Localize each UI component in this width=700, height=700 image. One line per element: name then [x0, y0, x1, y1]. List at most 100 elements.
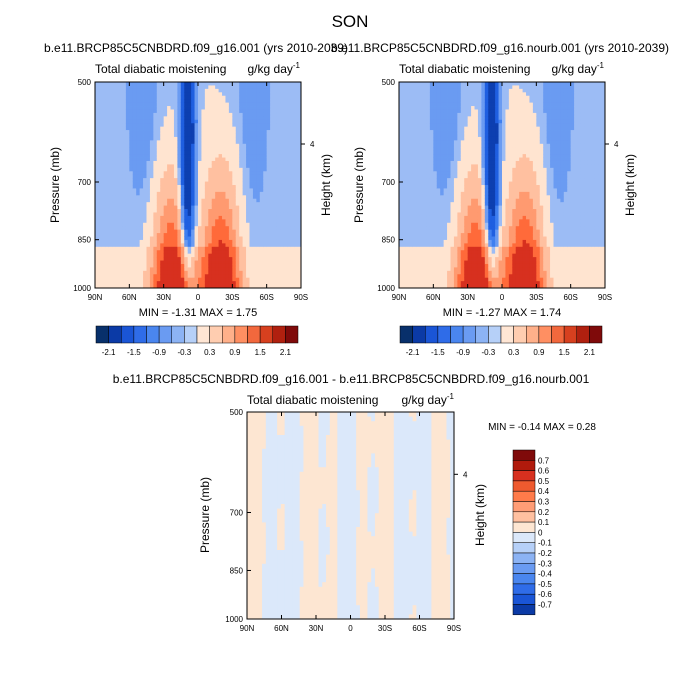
heatmap-cell [409, 154, 414, 158]
heatmap-cell [112, 270, 116, 275]
heatmap-cell [98, 212, 103, 217]
heatmap-cell [273, 202, 278, 206]
heatmap-cell [167, 205, 171, 210]
heatmap-cell [119, 209, 123, 213]
heatmap-cell [170, 174, 175, 179]
heatmap-cell [187, 154, 192, 158]
heatmap-cell [412, 233, 417, 237]
heatmap-cell [270, 130, 274, 134]
heatmap-cell [297, 263, 302, 268]
heatmap-cell [187, 185, 192, 189]
heatmap-cell [105, 226, 110, 231]
heatmap-cell [184, 130, 189, 134]
heatmap-cell [423, 147, 427, 152]
heatmap-cell [149, 198, 154, 203]
heatmap-cell [246, 116, 250, 121]
heatmap-cell [249, 253, 254, 258]
heatmap-cell [436, 154, 441, 158]
heatmap-cell [194, 226, 199, 231]
heatmap-cell [122, 181, 127, 186]
heatmap-cell [95, 270, 99, 275]
heatmap-cell [167, 229, 171, 234]
heatmap-cell [474, 92, 479, 97]
heatmap-cell [225, 219, 230, 224]
heatmap-cell [273, 219, 278, 224]
heatmap-cell [429, 246, 434, 251]
heatmap-cell [294, 164, 298, 169]
heatmap-cell [225, 209, 230, 213]
heatmap-cell [235, 160, 240, 165]
heatmap-cell [416, 243, 420, 248]
heatmap-cell [433, 267, 438, 272]
heatmap-cell [246, 112, 250, 117]
heatmap-cell [416, 260, 420, 265]
heatmap-cell [173, 85, 178, 90]
heatmap-cell [447, 250, 451, 255]
heatmap-cell [125, 106, 130, 110]
heatmap-cell [184, 198, 189, 203]
heatmap-cell [191, 185, 195, 189]
heatmap-cell [280, 99, 285, 103]
heatmap-cell [252, 95, 257, 100]
heatmap-cell [467, 112, 472, 117]
heatmap-cell [239, 281, 244, 285]
heatmap-cell [266, 164, 271, 169]
heatmap-cell [119, 284, 123, 289]
heatmap-cell [242, 154, 247, 158]
heatmap-cell [249, 136, 254, 141]
heatmap-cell [259, 164, 264, 169]
heatmap-cell [273, 136, 278, 141]
heatmap-cell [201, 253, 206, 258]
heatmap-cell [263, 215, 268, 220]
heatmap-cell [112, 202, 116, 206]
heatmap-cell [170, 92, 175, 97]
heatmap-cell [115, 112, 120, 117]
heatmap-cell [440, 82, 445, 86]
heatmap-cell [153, 195, 158, 200]
heatmap-cell [429, 133, 434, 138]
heatmap-cell [440, 143, 445, 148]
heatmap-cell [416, 270, 420, 275]
heatmap-cell [146, 174, 151, 179]
heatmap-cell [191, 229, 195, 234]
heatmap-cell [187, 92, 192, 97]
heatmap-cell [173, 123, 178, 128]
heatmap-cell [405, 143, 410, 148]
heatmap-cell [252, 85, 257, 90]
heatmap-cell [163, 102, 168, 107]
heatmap-cell [297, 215, 302, 220]
heatmap-cell [156, 281, 161, 285]
heatmap-cell [170, 239, 175, 244]
heatmap-cell [433, 185, 438, 189]
heatmap-cell [447, 257, 451, 261]
heatmap-cell [225, 99, 230, 103]
heatmap-cell [297, 171, 302, 176]
heatmap-cell [149, 133, 154, 138]
heatmap-cell [266, 116, 271, 121]
heatmap-cell [249, 130, 254, 134]
heatmap-cell [280, 185, 285, 189]
heatmap-cell [283, 185, 288, 189]
heatmap-cell [153, 257, 158, 261]
heatmap-cell [297, 150, 302, 155]
heatmap-cell [297, 270, 302, 275]
heatmap-cell [204, 116, 209, 121]
heatmap-cell [187, 277, 192, 282]
heatmap-cell [232, 178, 237, 182]
heatmap-cell [423, 253, 427, 258]
heatmap-cell [252, 195, 257, 200]
heatmap-cell [232, 140, 237, 145]
heatmap-cell [95, 281, 99, 285]
heatmap-cell [405, 174, 410, 179]
heatmap-cell [259, 95, 264, 100]
heatmap-cell [149, 119, 154, 124]
heatmap-cell [204, 181, 209, 186]
heatmap-cell [276, 178, 281, 182]
heatmap-cell [464, 202, 469, 206]
heatmap-cell [399, 257, 403, 261]
heatmap-cell [453, 229, 458, 234]
heatmap-cell [218, 88, 223, 93]
heatmap-cell [467, 119, 472, 124]
heatmap-cell [163, 123, 168, 128]
heatmap-cell [146, 116, 151, 121]
